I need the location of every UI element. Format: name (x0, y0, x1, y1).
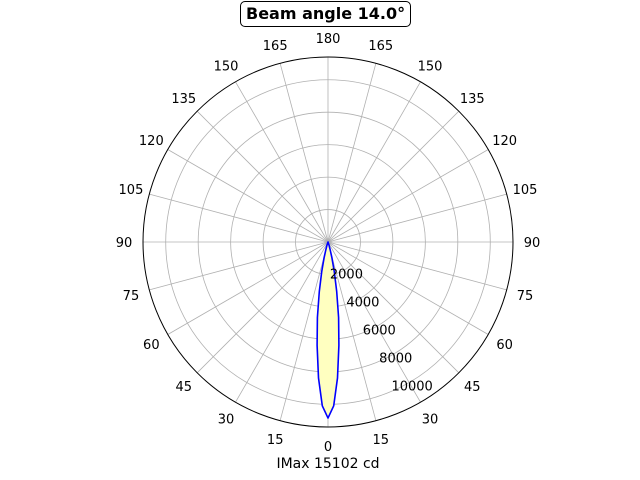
angular-tick-label: 135 (171, 92, 196, 107)
radial-tick-label: 4000 (346, 295, 379, 310)
angular-gridline (279, 63, 329, 243)
angular-tick-label: 165 (368, 39, 393, 54)
angular-tick-label: 75 (123, 289, 140, 304)
angular-gridline (149, 241, 329, 291)
angular-gridline (196, 110, 329, 243)
angular-tick-label: 120 (492, 134, 517, 149)
series-fill (317, 242, 339, 419)
radial-tick-label: 8000 (379, 351, 412, 366)
angular-gridline (327, 149, 489, 243)
angular-tick-label: 105 (513, 183, 538, 198)
angular-gridline (167, 241, 329, 335)
angular-tick-label: 75 (517, 289, 534, 304)
series-line (316, 241, 340, 419)
angular-gridline (235, 81, 329, 243)
angular-gridline (327, 110, 460, 243)
angular-gridline (279, 241, 329, 421)
angular-tick-label: 90 (116, 236, 133, 251)
angular-gridline (327, 241, 460, 374)
radial-tick-label: 6000 (363, 323, 396, 338)
angular-tick-label: 60 (143, 338, 160, 353)
angular-tick-label: 90 (524, 236, 541, 251)
angular-gridline (327, 241, 421, 403)
angular-tick-label: 45 (175, 380, 192, 395)
angular-gridline (327, 241, 489, 335)
angular-tick-label: 45 (464, 380, 481, 395)
angular-gridline (327, 63, 377, 243)
angular-tick-label: 15 (373, 433, 390, 448)
angular-tick-label: 120 (139, 134, 164, 149)
angular-tick-label: 15 (267, 433, 284, 448)
angular-tick-label: 105 (119, 183, 144, 198)
angular-gridline (235, 241, 329, 403)
angular-tick-label: 180 (316, 32, 341, 47)
angular-gridline (196, 241, 329, 374)
angular-tick-label: 135 (460, 92, 485, 107)
angular-tick-label: 30 (422, 413, 439, 428)
angular-tick-label: 0 (324, 440, 332, 455)
angular-tick-label: 165 (263, 39, 288, 54)
angular-tick-label: 60 (496, 338, 513, 353)
angular-gridline (327, 81, 421, 243)
radial-tick-label: 10000 (391, 379, 432, 394)
x-axis-label: IMax 15102 cd (276, 456, 380, 472)
angular-gridline (167, 149, 329, 243)
radial-tick-label: 2000 (330, 267, 363, 282)
angular-tick-label: 30 (218, 413, 235, 428)
angular-gridline (327, 241, 377, 421)
angular-gridline (149, 193, 329, 243)
angular-gridline (327, 241, 507, 291)
chart-title: Beam angle 14.0° (240, 1, 412, 27)
angular-tick-label: 150 (214, 59, 239, 74)
polar-frame (142, 56, 514, 428)
angular-gridline (327, 193, 507, 243)
angular-tick-label: 150 (418, 59, 443, 74)
